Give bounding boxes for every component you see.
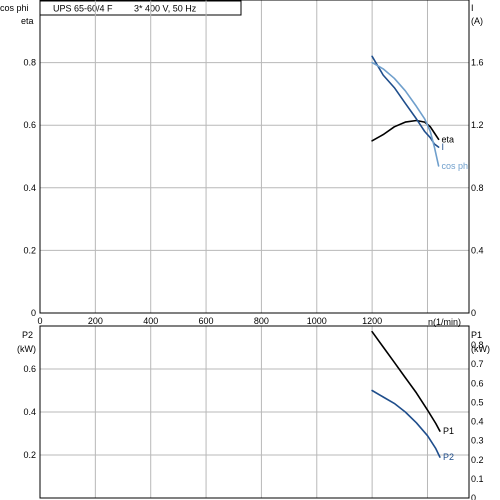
series-label-i: I <box>442 142 445 152</box>
upper-left-tick-label: 0.2 <box>23 245 36 255</box>
x-tick-label: 0 <box>37 316 42 326</box>
series-line-p1 <box>371 330 441 432</box>
upper-plot-frame <box>39 0 470 314</box>
series-label-p2: P2 <box>443 452 454 462</box>
lower-right-tick-label: 0 <box>471 493 476 500</box>
series-label-p1: P1 <box>443 426 454 436</box>
x-tick-label: 1200 <box>362 316 382 326</box>
lower-right-tick-label: 0.5 <box>471 397 484 407</box>
upper-left-tick-label: 0 <box>31 308 36 318</box>
series-line-i <box>371 55 440 148</box>
x-tick-label: 800 <box>254 316 269 326</box>
upper-left-tick-label: 0.4 <box>23 183 36 193</box>
series-line-eta <box>371 119 440 142</box>
lower-right-tick-label: 0.1 <box>471 474 484 484</box>
series-line-p2 <box>371 389 441 458</box>
lower-plot-frame <box>39 325 470 499</box>
upper-grid <box>39 0 469 314</box>
upper-left-tick-label: 0.6 <box>23 120 36 130</box>
lower-right-axis-title-1: P1 <box>471 330 482 340</box>
upper-left-axis-title-1: cos phi <box>0 3 29 13</box>
upper-right-tick-label: 0 <box>471 308 476 318</box>
x-tick-label: 1000 <box>307 316 327 326</box>
title-model: UPS 65-60/4 F <box>53 4 113 14</box>
lower-right-tick-label: 0.7 <box>471 359 484 369</box>
lower-right-axis-title-2: (kW) <box>471 344 490 354</box>
lower-right-tick-label: 0.6 <box>471 378 484 388</box>
lower-left-axis-title-2: (kW) <box>17 344 36 354</box>
x-axis-unit-label: n(1/min) <box>428 317 461 327</box>
series-line-cos-phi <box>371 61 440 167</box>
upper-left-axis-title-2: eta <box>21 16 34 26</box>
lower-right-tick-label: 0.4 <box>471 417 484 427</box>
upper-right-tick-label: 1.6 <box>471 58 484 68</box>
x-tick-label: 400 <box>143 316 158 326</box>
lower-right-tick-label: 0.2 <box>471 455 484 465</box>
upper-right-tick-label: 0.4 <box>471 245 484 255</box>
series-label-eta: eta <box>442 134 455 144</box>
series-label-cos-phi: cos phi <box>442 161 471 171</box>
lower-right-tick-label: 0.3 <box>471 436 484 446</box>
lower-series: P1 P2 <box>371 330 454 462</box>
upper-right-tick-label: 0.8 <box>471 183 484 193</box>
upper-right-tick-label: 1.2 <box>471 120 484 130</box>
upper-right-axis-title-2: (A) <box>471 16 483 26</box>
upper-right-axis-title-1: I <box>471 3 474 13</box>
lower-left-axis-title-1: P2 <box>22 330 33 340</box>
x-tick-label: 200 <box>88 316 103 326</box>
upper-left-tick-label: 0.8 <box>23 58 36 68</box>
x-tick-label: 600 <box>199 316 214 326</box>
lower-right-tick-label: 0.8 <box>471 340 484 350</box>
lower-tick-labels: 0.2 0.4 0.6 0 0.1 0.2 0.3 0.4 0.5 0.6 0.7 0.8 <box>23 340 483 500</box>
upper-tick-labels: 0 0.2 0.4 0.6 0.8 0 0.4 0.8 1.2 1.6 0 200 400 600 800 1… <box>23 58 483 326</box>
title-box: UPS 65-60/4 F 3* 400 V, 50 Hz <box>39 0 242 16</box>
title-supply: 3* 400 V, 50 Hz <box>134 4 197 14</box>
lower-left-tick-label: 0.2 <box>23 450 36 460</box>
lower-left-tick-label: 0.4 <box>23 407 36 417</box>
lower-left-tick-label: 0.6 <box>23 364 36 374</box>
